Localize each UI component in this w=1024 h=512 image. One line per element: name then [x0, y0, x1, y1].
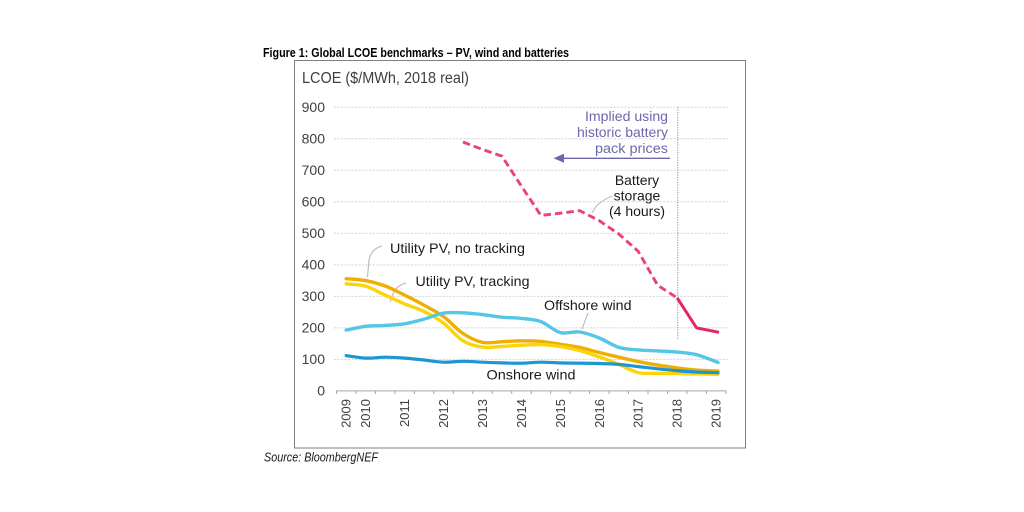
svg-text:2019: 2019 — [709, 399, 724, 428]
svg-text:Battery: Battery — [615, 172, 659, 188]
svg-text:500: 500 — [302, 225, 326, 241]
svg-text:Source: BloombergNEF: Source: BloombergNEF — [264, 450, 379, 465]
svg-text:2016: 2016 — [592, 399, 607, 428]
svg-text:2012: 2012 — [436, 399, 451, 428]
svg-text:storage: storage — [614, 188, 661, 204]
svg-text:2014: 2014 — [514, 399, 529, 428]
svg-text:2010: 2010 — [358, 399, 373, 428]
svg-text:400: 400 — [302, 257, 326, 273]
svg-text:historic battery: historic battery — [577, 125, 668, 140]
svg-text:2017: 2017 — [631, 399, 646, 428]
svg-text:2013: 2013 — [475, 399, 490, 428]
svg-text:0: 0 — [317, 383, 325, 399]
svg-text:pack prices: pack prices — [595, 141, 668, 156]
svg-text:Utility PV, tracking: Utility PV, tracking — [416, 273, 530, 289]
svg-text:800: 800 — [302, 131, 326, 147]
svg-text:100: 100 — [302, 351, 326, 367]
svg-text:Utility PV, no tracking: Utility PV, no tracking — [390, 240, 525, 256]
svg-text:2009: 2009 — [339, 399, 354, 428]
svg-text:2015: 2015 — [553, 399, 568, 428]
svg-text:700: 700 — [302, 162, 326, 178]
svg-text:Onshore wind: Onshore wind — [487, 367, 576, 383]
svg-text:2018: 2018 — [670, 399, 685, 428]
svg-text:600: 600 — [302, 194, 326, 210]
svg-text:200: 200 — [302, 320, 326, 336]
svg-text:(4 hours): (4 hours) — [609, 203, 665, 219]
svg-text:2011: 2011 — [397, 399, 412, 427]
svg-text:LCOE ($/MWh, 2018 real): LCOE ($/MWh, 2018 real) — [302, 70, 469, 87]
svg-text:900: 900 — [302, 99, 326, 115]
svg-text:Implied using: Implied using — [585, 109, 668, 124]
svg-text:300: 300 — [302, 288, 326, 304]
svg-text:Offshore wind: Offshore wind — [544, 297, 632, 313]
svg-text:Figure 1: Global LCOE benchmar: Figure 1: Global LCOE benchmarks – PV, w… — [263, 45, 569, 60]
